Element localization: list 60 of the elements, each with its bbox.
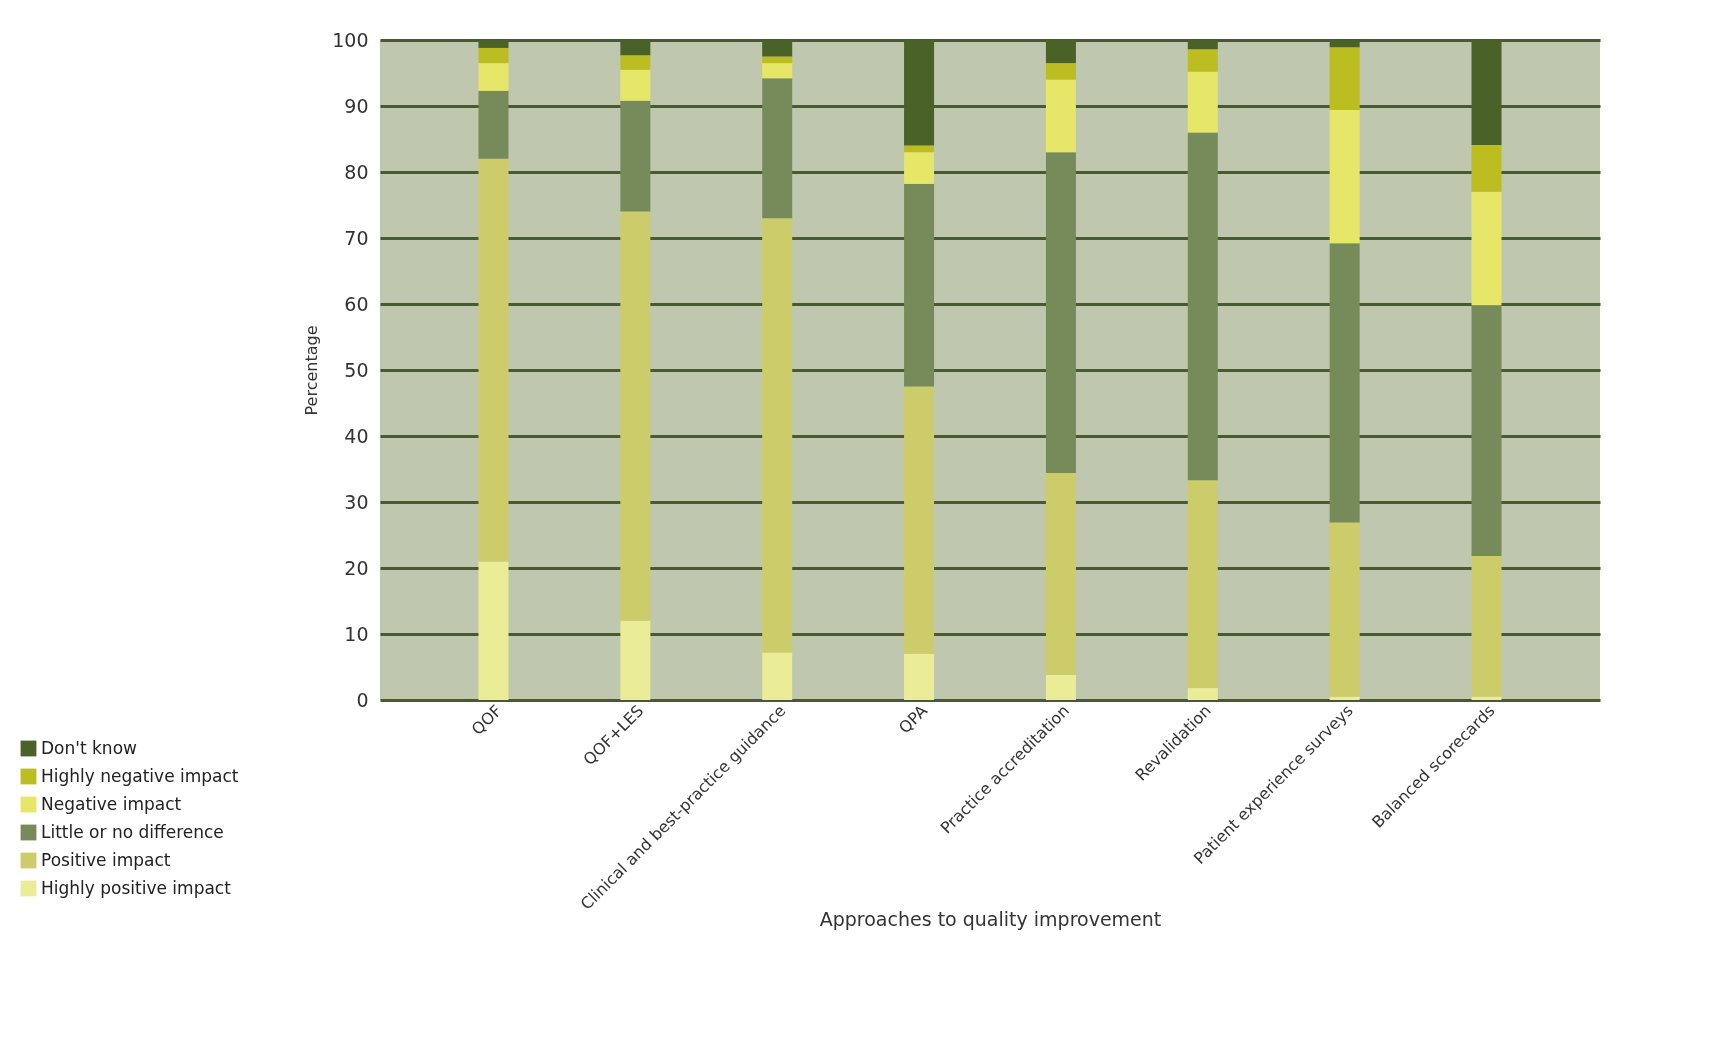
bar [904,653,935,700]
y-tick-label: 10 [344,622,369,645]
bar [478,158,509,562]
bar [762,652,793,700]
bar [1329,243,1360,523]
y-tick-label: 20 [344,556,369,579]
bar [1045,472,1076,675]
bar [620,211,651,621]
bar [1329,109,1360,244]
bar [762,56,793,64]
bar [478,47,509,64]
bar [1045,152,1076,473]
bar [478,561,509,700]
y-tick-label: 0 [356,688,369,711]
y-tick-label: 50 [344,358,369,381]
bar [762,78,793,219]
bar [478,90,509,159]
bar [1329,696,1360,700]
bar [620,620,651,700]
bar [1471,556,1502,697]
bar [1329,47,1360,110]
bar [1187,688,1218,700]
y-axis-title: Percentage [302,325,322,416]
bar [904,386,935,654]
bar [1045,674,1076,700]
bar [1471,191,1502,306]
bar [1187,132,1218,481]
bar [1045,79,1076,153]
y-tick-label: 90 [344,94,369,117]
bar [478,63,509,91]
bar [904,152,935,184]
legend-label: Highly positive impact [41,877,232,898]
y-tick-label: 80 [344,160,369,183]
legend-label: Positive impact [41,849,171,870]
bar [620,55,651,70]
y-tick-label: 30 [344,490,369,513]
y-tick-label: 40 [344,424,369,447]
bar [1045,63,1076,80]
legend-label: Don't know [41,737,138,758]
bar [1471,305,1502,557]
bar [904,145,935,153]
bar [620,69,651,101]
bar [620,100,651,212]
bar [1329,522,1360,697]
y-tick-label: 70 [344,226,369,249]
y-tick-label: 100 [332,28,369,51]
bar [762,63,793,79]
y-tick-label: 60 [344,292,369,315]
legend-label: Little or no difference [41,821,224,842]
legend-label: Negative impact [41,793,182,814]
bar [1187,480,1218,689]
bar [1471,144,1502,192]
x-axis-title: Approaches to quality improvement [819,907,1162,930]
bar [1471,696,1502,700]
bar [1187,71,1218,133]
bar [762,218,793,653]
x-tick-label: QPA [894,701,932,738]
legend-label: Highly negative impact [41,765,239,786]
bar [904,183,935,387]
bar [1187,49,1218,72]
